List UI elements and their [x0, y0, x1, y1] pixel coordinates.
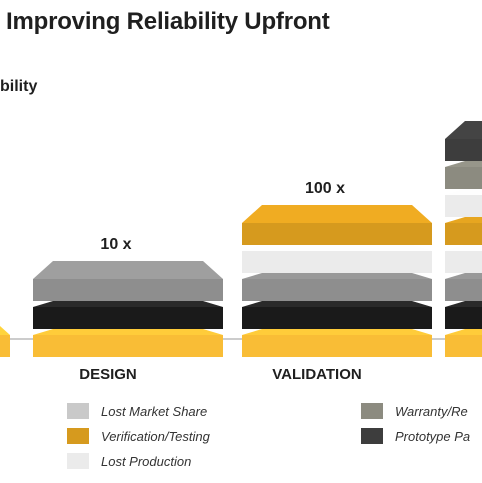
chart-title: Improving Reliability Upfront [6, 8, 330, 35]
block-top-face [445, 273, 482, 279]
chart-subtitle: bility [0, 78, 38, 95]
block-front-face [242, 335, 432, 357]
stack-top-lid [242, 205, 432, 223]
block-top-face [445, 329, 482, 335]
stack-top-lid [0, 326, 10, 335]
block-top-face [33, 329, 223, 335]
block-front-face [242, 307, 432, 329]
stack-top-lid [33, 261, 223, 279]
block-front-face [445, 223, 482, 245]
category-label: VALIDATION [272, 366, 361, 383]
block-front-face [445, 195, 482, 217]
block-front-face [0, 335, 10, 357]
block-front-face [445, 335, 482, 357]
block-front-face [33, 279, 223, 301]
block-front-face [445, 251, 482, 273]
block-stack [33, 261, 223, 357]
block-top-face [242, 245, 432, 251]
block-stack [0, 326, 10, 357]
block-front-face [445, 167, 482, 189]
block-top-face [242, 301, 432, 307]
block-top-face [445, 189, 482, 195]
block-top-face [242, 273, 432, 279]
block-top-face [445, 301, 482, 307]
block-front-face [445, 307, 482, 329]
block-top-face [242, 329, 432, 335]
multiplier-label: 10 x [100, 236, 131, 253]
block-front-face [242, 251, 432, 273]
block-top-face [445, 161, 482, 167]
block-stack [445, 121, 482, 357]
block-front-face [445, 139, 482, 161]
block-top-face [445, 217, 482, 223]
block-front-face [242, 223, 432, 245]
block-top-face [33, 301, 223, 307]
block-top-face [445, 245, 482, 251]
block-stack [242, 205, 432, 357]
block-front-face [445, 279, 482, 301]
block-front-face [33, 307, 223, 329]
block-front-face [242, 279, 432, 301]
stack-top-lid [445, 121, 482, 139]
block-front-face [33, 335, 223, 357]
multiplier-label: 100 x [305, 180, 345, 197]
category-label: DESIGN [79, 366, 137, 383]
